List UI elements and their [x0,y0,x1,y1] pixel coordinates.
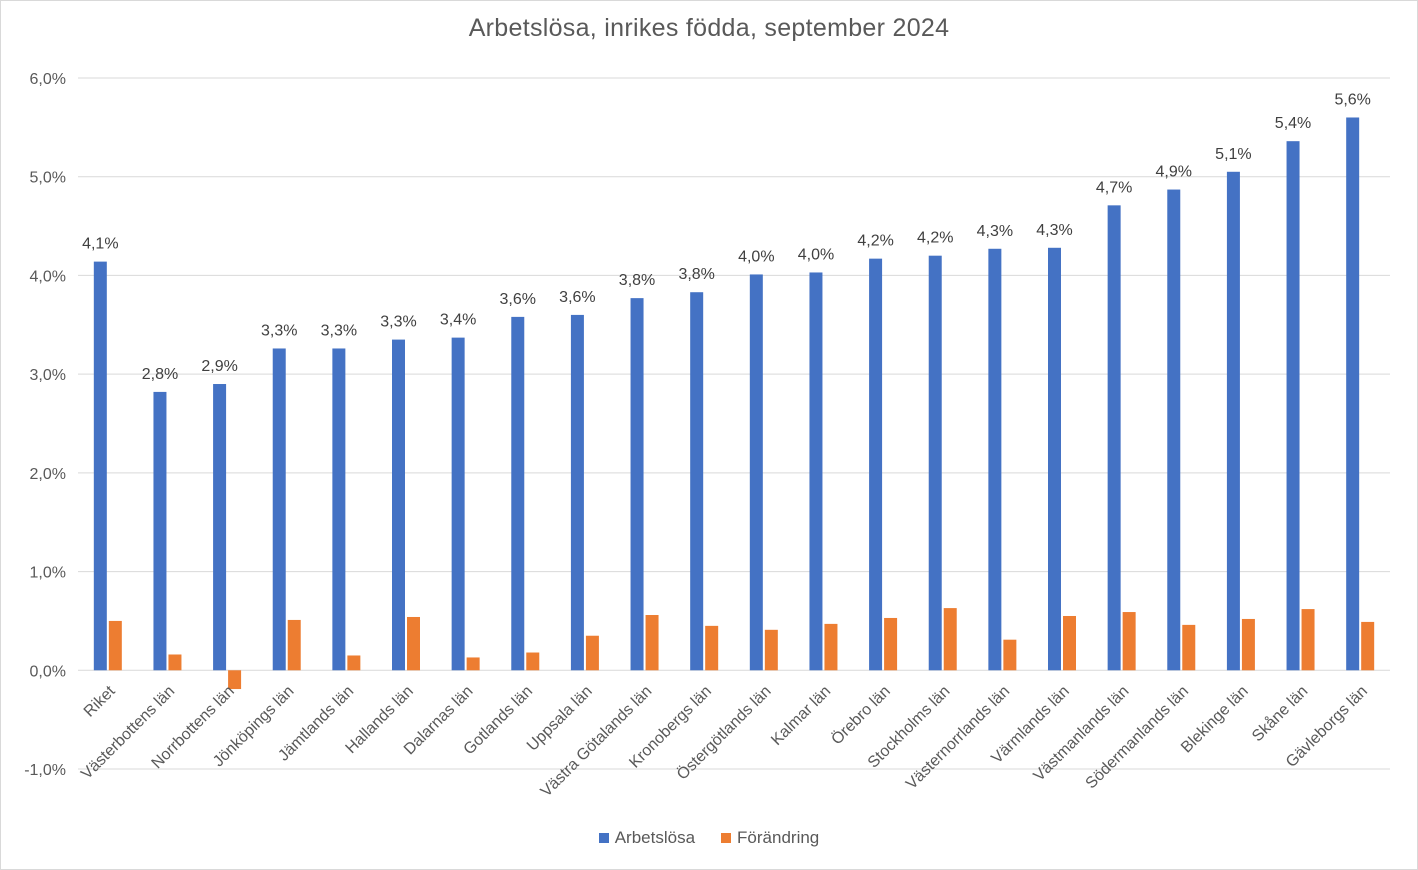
chart-title: Arbetslösa, inrikes födda, september 202… [468,14,950,42]
bar-forandring [347,655,361,671]
data-label: 5,1% [1215,146,1251,163]
legend-label-arbetslosa: Arbetslösa [614,828,696,847]
bar-forandring [1361,621,1375,671]
bar-arbetslosa [392,339,405,671]
data-label: 4,0% [738,248,774,265]
bar-arbetslosa [1107,205,1121,671]
data-label: 5,4% [1275,115,1311,132]
bar-arbetslosa [690,292,704,671]
data-label: 4,7% [1096,179,1132,196]
data-label: 4,9% [1156,164,1192,181]
bar-forandring [884,617,898,671]
bar-arbetslosa [451,337,465,671]
data-label: 4,2% [917,230,953,247]
x-tick-label: Örebro län [828,682,894,748]
bar-arbetslosa [93,261,107,671]
data-label: 4,2% [857,233,893,250]
bar-forandring [228,670,242,690]
data-label: 4,1% [82,236,118,253]
data-label: 3,6% [500,291,536,308]
legend: Arbetslösa Förändring [0,828,1418,848]
bar-forandring [287,619,301,671]
bar-arbetslosa [1167,189,1181,671]
legend-item-forandring: Förändring [721,828,819,848]
legend-label-forandring: Förändring [737,828,820,847]
bar-arbetslosa [1346,117,1360,671]
bar-forandring [407,616,420,671]
bar-arbetslosa [332,348,346,671]
bar-forandring [764,629,778,671]
data-label: 3,8% [619,272,655,289]
data-label: 3,3% [321,322,357,339]
x-tick-label: Skåne län [1248,682,1311,745]
y-tick-label: 1,0% [30,565,66,582]
data-label: 4,3% [1036,222,1072,239]
bar-forandring [526,652,540,671]
data-label: 5,6% [1334,91,1370,108]
bar-arbetslosa [1048,247,1061,671]
y-tick-label: 5,0% [30,170,66,187]
data-label: 3,3% [380,314,416,331]
x-tick-label: Västra Götalands län [538,683,656,801]
bar-arbetslosa [928,255,942,671]
bar-arbetslosa [1286,141,1300,671]
bar-arbetslosa [570,314,584,671]
legend-item-arbetslosa: Arbetslösa [598,828,696,848]
legend-swatch-forandring [721,833,732,843]
bar-arbetslosa [213,384,227,671]
bar-forandring [585,635,599,671]
bar-forandring [645,615,659,671]
y-tick-label: 6,0% [30,71,66,88]
bar-forandring [943,608,957,671]
y-tick-label: 2,0% [30,466,66,483]
x-tick-label: Västernorrlands län [903,683,1013,793]
data-label: 4,0% [798,246,834,263]
bar-arbetslosa [869,258,883,671]
bar-forandring [1301,609,1315,671]
legend-swatch-arbetslosa [598,833,609,843]
data-label: 4,3% [977,223,1013,240]
bar-forandring [168,654,182,671]
bar-arbetslosa [511,316,525,671]
bar-arbetslosa [749,274,763,671]
bar-arbetslosa [272,348,286,671]
x-tick-label: Riket [81,682,119,720]
bar-forandring [1003,639,1017,671]
data-label: 2,9% [201,358,237,375]
x-tick-label: Kalmar län [768,683,834,749]
bar-forandring [466,657,480,671]
bar-arbetslosa [809,272,823,671]
data-label: 2,8% [142,366,178,383]
y-tick-label: 0,0% [30,663,66,680]
y-tick-label: 3,0% [30,367,66,384]
data-label: 3,8% [678,266,714,283]
data-label: 3,6% [559,289,595,306]
bar-forandring [1122,612,1136,671]
bar-forandring [1063,615,1076,671]
bar-arbetslosa [630,298,644,671]
bar-forandring [108,620,122,671]
bar-arbetslosa [1226,171,1240,671]
bar-forandring [1241,618,1255,671]
x-tick-label: Södermanlands län [1083,683,1193,793]
bar-arbetslosa [153,391,167,671]
bar-forandring [1182,624,1196,671]
data-label: 3,4% [440,312,476,329]
bar-forandring [705,625,719,671]
bar-forandring [824,623,838,671]
y-tick-label: -1,0% [24,762,66,779]
y-tick-label: 4,0% [30,268,66,285]
data-label: 3,3% [261,322,297,339]
bar-arbetslosa [988,248,1002,671]
